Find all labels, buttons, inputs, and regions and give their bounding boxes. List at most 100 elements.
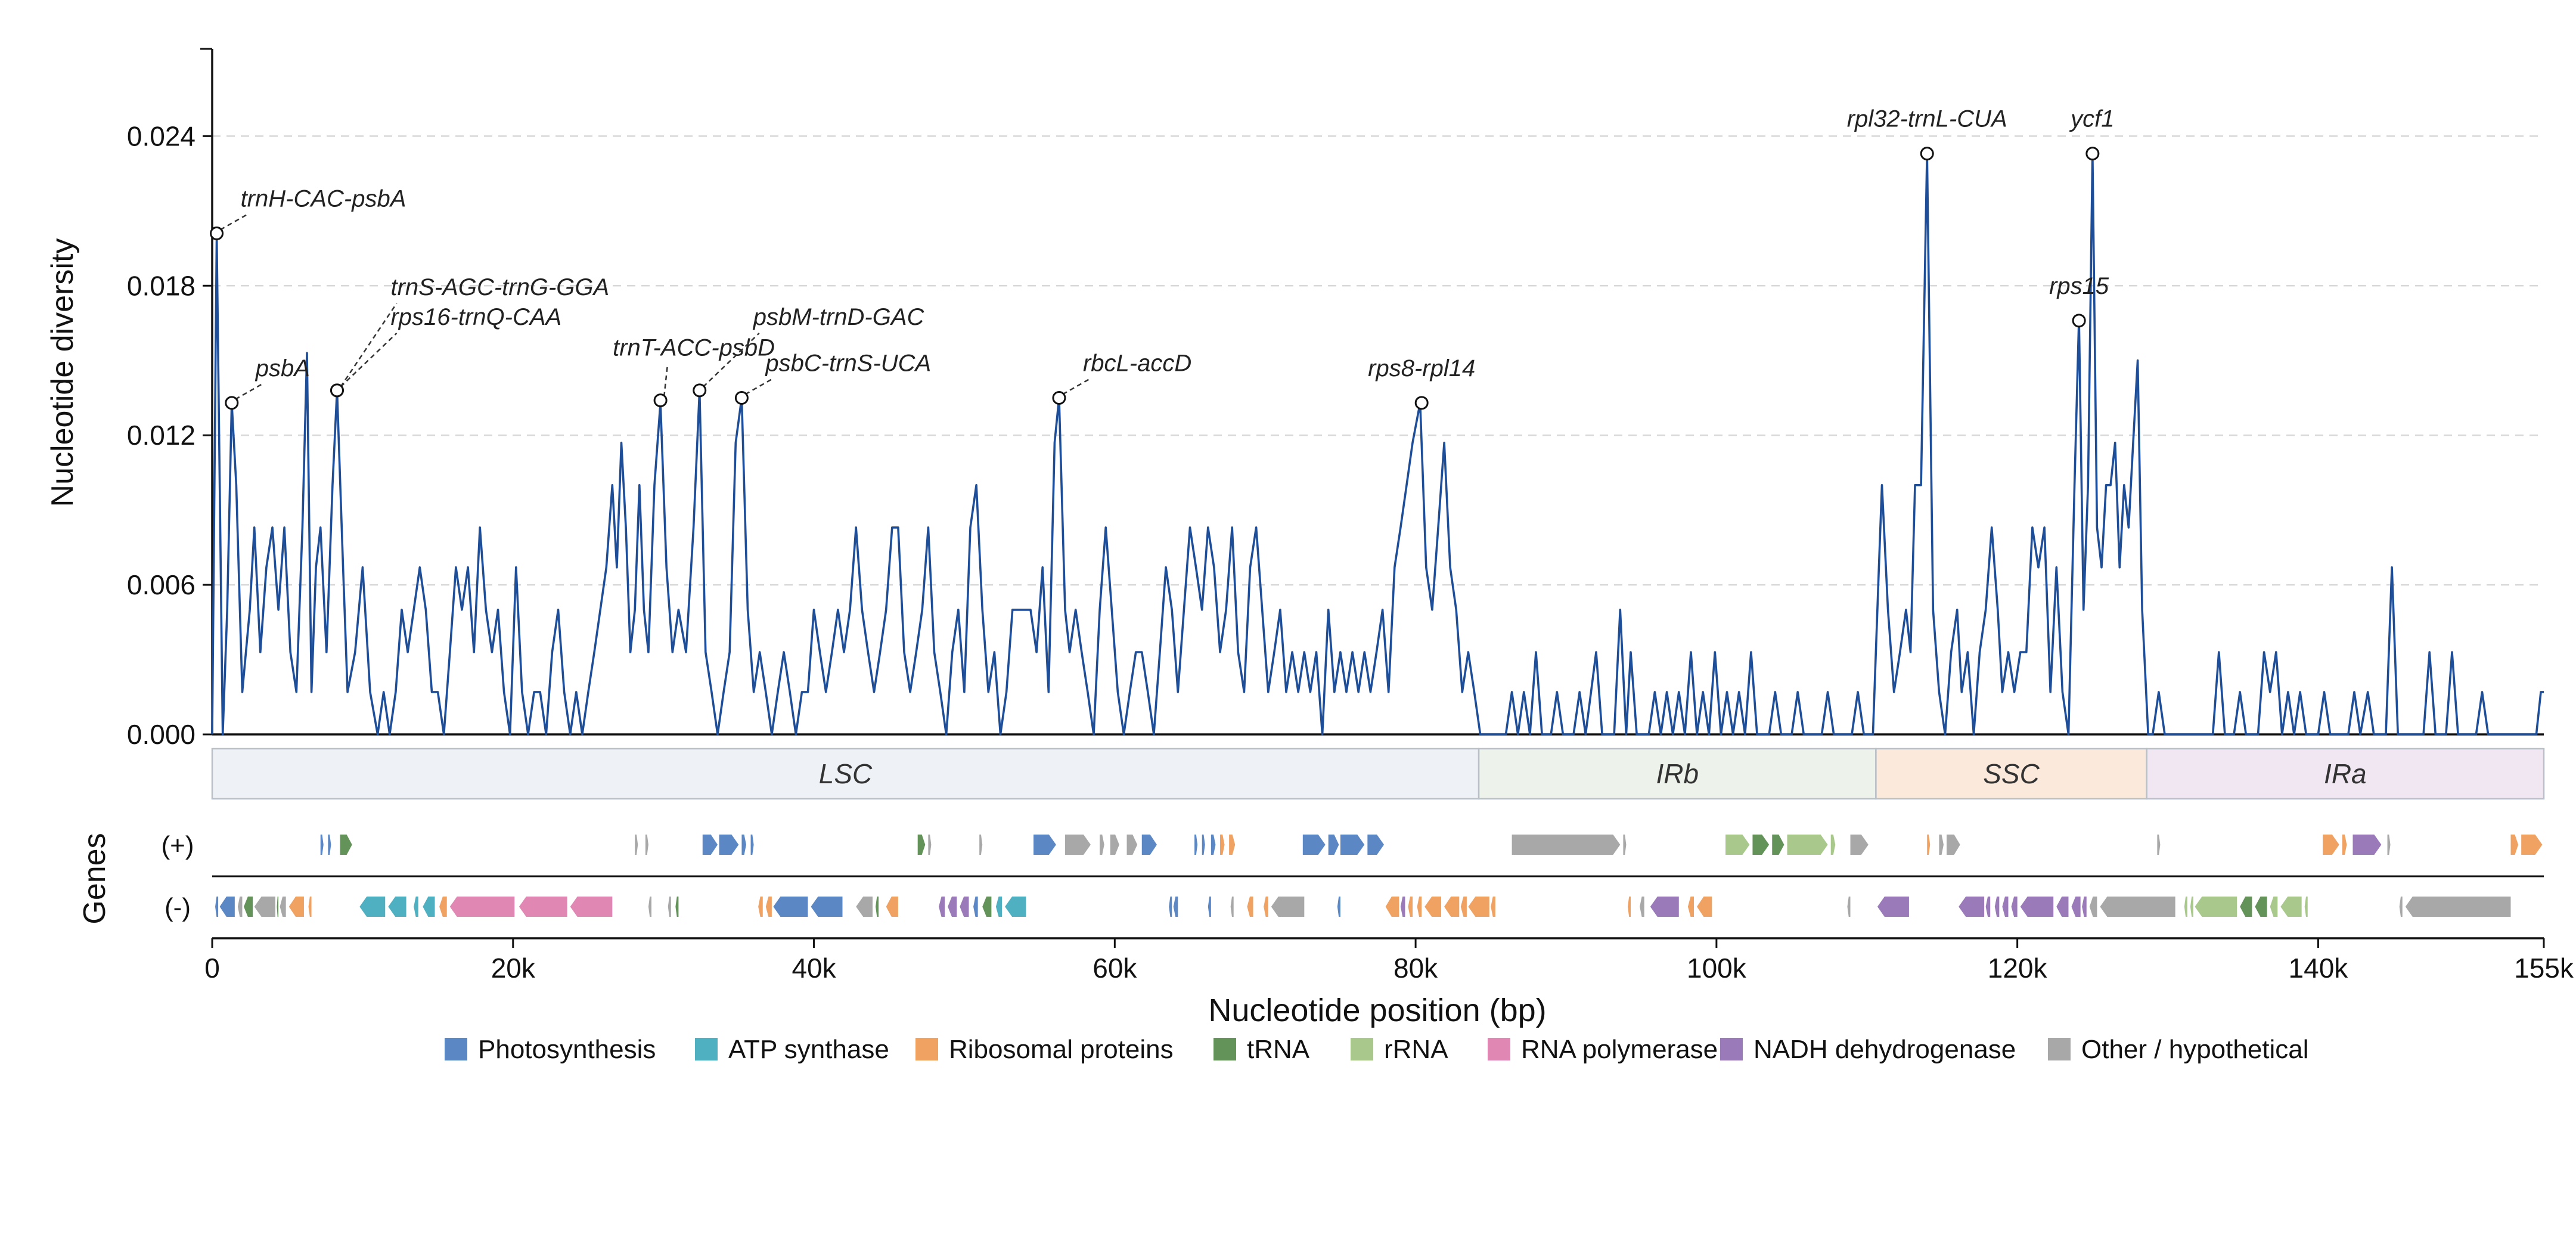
gene-minus	[219, 897, 235, 917]
annotation-label: rpl32-trnL-CUA	[1847, 106, 2007, 132]
legend-swatch	[1720, 1038, 1743, 1060]
peak-marker	[1052, 390, 1066, 405]
gene-minus	[2020, 897, 2054, 917]
gene-minus	[1264, 897, 1268, 917]
legend-swatch	[445, 1038, 467, 1060]
gene-layer	[212, 835, 2544, 917]
gene-plus	[1830, 835, 1836, 855]
gene-plus	[1328, 835, 1339, 855]
annotation-leader	[1062, 379, 1090, 395]
gene-minus	[2011, 897, 2018, 917]
gene-plus	[2342, 835, 2347, 855]
gene-plus	[719, 835, 739, 855]
peak-marker	[210, 226, 224, 240]
annotation-leader	[340, 333, 398, 387]
gene-minus	[1847, 897, 1851, 917]
gene-minus	[773, 897, 808, 917]
peak-marker	[225, 396, 239, 410]
gene-minus	[1385, 897, 1399, 917]
gene-plus	[340, 835, 352, 855]
gene-plus	[2521, 835, 2543, 855]
legend-swatch	[915, 1038, 938, 1060]
x-tick-label: 155k	[2514, 953, 2574, 984]
gene-plus	[1725, 835, 1750, 855]
legend-label: NADH dehydrogenase	[1753, 1035, 2016, 1064]
region-block	[2146, 748, 2545, 800]
grid-layer	[212, 135, 2544, 586]
gene-minus	[1230, 897, 1234, 917]
peak-marker	[653, 393, 668, 408]
gene-plus	[1939, 835, 1944, 855]
gene-plus	[1947, 835, 1960, 855]
legend-swatch	[1351, 1038, 1373, 1060]
gene-minus	[1247, 897, 1253, 917]
gene-minus	[414, 897, 418, 917]
gene-minus	[570, 897, 613, 917]
gene-plus	[979, 835, 983, 855]
annotation-label: rps8-rpl14	[1368, 355, 1475, 382]
gene-plus	[1202, 835, 1205, 855]
gene-minus	[758, 897, 763, 917]
gene-minus	[982, 897, 992, 917]
gene-minus	[237, 897, 243, 917]
y-tick-label: 0.012	[127, 420, 195, 451]
gene-minus	[2056, 897, 2069, 917]
legend: Photosynthesis ATP synthase Ribosomal prot…	[445, 1035, 2309, 1064]
legend-label: tRNA	[1247, 1035, 1310, 1064]
gene-minus	[1005, 897, 1026, 917]
gene-minus	[2270, 897, 2278, 917]
y-tick-label: 0.006	[127, 569, 195, 600]
gene-plus	[702, 835, 718, 855]
region-label: LSC	[819, 758, 873, 789]
gene-minus	[2184, 897, 2187, 917]
annotation-label: psbM-trnD-GAC	[753, 304, 925, 330]
y-axis-label: Nucleotide diversity	[45, 238, 80, 507]
peak-marker	[330, 383, 344, 398]
legend-label: RNA polymerase	[1521, 1035, 1718, 1064]
gene-minus	[995, 897, 1003, 917]
gene-plus	[2352, 835, 2382, 855]
legend-label: Other / hypothetical	[2081, 1035, 2309, 1064]
gene-minus	[886, 897, 898, 917]
annotation-label: ycf1	[2069, 106, 2114, 132]
gene-minus	[1491, 897, 1495, 917]
y-tick-label: 0.000	[127, 719, 195, 750]
gene-minus	[2280, 897, 2302, 917]
gene-minus	[254, 897, 276, 917]
y-tick-label: 0.018	[127, 270, 195, 301]
gene-minus	[2089, 897, 2097, 917]
x-tick-label: 0	[204, 953, 220, 984]
gene-minus	[1877, 897, 1909, 917]
gene-plus	[1110, 835, 1119, 855]
peak-marker	[2085, 147, 2100, 161]
gene-minus	[2100, 897, 2175, 917]
gene-minus	[215, 897, 219, 917]
gene-minus	[1173, 897, 1178, 917]
gene-plus	[645, 835, 648, 855]
gene-minus	[939, 897, 945, 917]
gene-plus	[1141, 835, 1157, 855]
gene-minus	[648, 897, 651, 917]
gene-minus	[1271, 897, 1305, 917]
gene-plus	[1927, 835, 1931, 855]
gene-plus	[917, 835, 926, 855]
x-tick-label: 100k	[1687, 953, 1747, 984]
x-tick-label: 60k	[1093, 953, 1137, 984]
axes-layer: Nucleotide diversity Genes (+) (-) Nucle…	[45, 48, 2574, 1028]
gene-plus	[2387, 835, 2391, 855]
gene-minus	[308, 897, 312, 917]
gene-minus	[2195, 897, 2237, 917]
annotation-label: trnH-CAC-psbA	[241, 185, 406, 212]
gene-plus	[1787, 835, 1828, 855]
gene-plus	[1229, 835, 1236, 855]
legend-swatch	[2048, 1038, 2071, 1060]
gene-minus	[675, 897, 679, 917]
gene-minus	[1640, 897, 1644, 917]
gene-plus	[320, 835, 324, 855]
annotation-leader	[235, 383, 262, 400]
peak-marker	[1414, 396, 1429, 410]
gene-minus	[1408, 897, 1413, 917]
gene-minus	[765, 897, 772, 917]
